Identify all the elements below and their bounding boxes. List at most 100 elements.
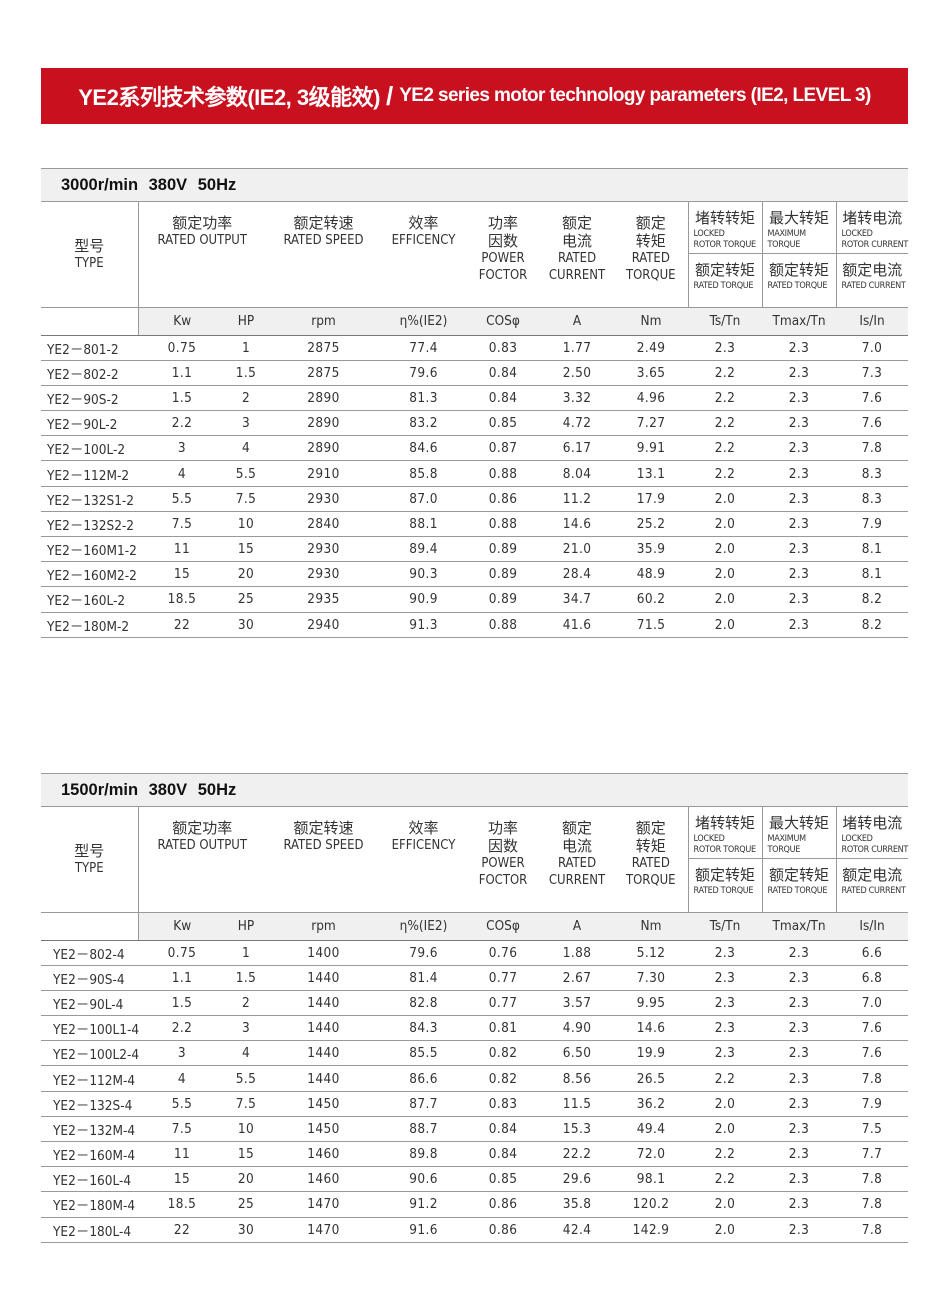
table-row: YE2－112M-2 4 5.5 2910 85.8 0.88 8.04 13.1 2.2 2.3…: [41, 460, 909, 487]
value-cell: 8.2: [836, 612, 909, 638]
value-cell: 28.4: [540, 561, 615, 588]
value-cell: 35.9: [614, 536, 689, 563]
header-text: TYPE: [74, 860, 104, 876]
header-text: 堵转转矩: [695, 814, 756, 832]
value-cell: 1470: [266, 1217, 382, 1243]
header-rated-current: 额定 电流 RATED CURRENT: [540, 202, 614, 307]
header-text: 功率: [488, 819, 519, 837]
header-text: LOCKED: [693, 229, 725, 239]
value-cell: 2.0: [688, 612, 763, 638]
header-text: POWER: [481, 251, 525, 266]
value-cell: 7.5: [138, 1116, 226, 1143]
header-text: MAXIMUM: [767, 834, 807, 844]
header-text: 转矩: [635, 232, 666, 250]
header-text: 额定: [635, 214, 666, 232]
value-cell: 4: [226, 1040, 267, 1067]
units-row: Kw HP rpm η%(IE2) COSφ A Nm Ts/Tn Tmax/T…: [41, 911, 909, 941]
value-cell: 0.89: [466, 561, 541, 588]
value-cell: 18.5: [138, 1191, 226, 1218]
value-cell: 2910: [266, 460, 382, 487]
value-cell: 25: [226, 586, 267, 613]
value-cell: 2.2: [688, 1141, 763, 1168]
value-cell: 2.3: [688, 965, 763, 991]
header-text: RATED OUTPUT: [157, 233, 248, 248]
value-cell: 2.50: [540, 360, 615, 386]
header-text: 电流: [562, 232, 593, 250]
value-cell: 0.84: [466, 360, 541, 386]
unit-cell: Nm: [614, 306, 689, 336]
value-cell: 0.83: [466, 335, 541, 361]
value-cell: 7.27: [614, 410, 689, 437]
value-cell: 90.3: [381, 561, 467, 588]
value-cell: 1440: [266, 965, 382, 991]
value-cell: 89.4: [381, 536, 467, 563]
header-text: RATED CURRENT: [841, 281, 906, 291]
value-cell: 26.5: [614, 1065, 689, 1092]
header-rated-output: 额定功率 RATED OUTPUT: [138, 807, 266, 912]
value-cell: 0.87: [466, 435, 541, 462]
value-cell: 7.7: [836, 1141, 909, 1168]
value-cell: 2.3: [762, 536, 837, 563]
header-text: 额定转矩: [695, 261, 756, 279]
value-cell: 42.4: [540, 1217, 615, 1243]
value-cell: 5.5: [226, 1065, 267, 1092]
value-cell: 1.88: [540, 940, 615, 966]
value-cell: 2.3: [688, 940, 763, 966]
value-cell: 14.6: [540, 511, 615, 538]
value-cell: 1440: [266, 990, 382, 1017]
value-cell: 2875: [266, 360, 382, 386]
model-cell: YE2－180M-4: [41, 1191, 138, 1218]
value-cell: 2.0: [688, 536, 763, 563]
value-cell: 86.6: [381, 1065, 467, 1092]
value-cell: 0.83: [466, 1091, 541, 1117]
value-cell: 0.76: [466, 940, 541, 966]
header-type: 型号 TYPE: [41, 807, 139, 912]
model-cell: YE2－112M-4: [41, 1065, 138, 1092]
header-rated-current: 额定 电流 RATED CURRENT: [540, 807, 614, 912]
value-cell: 11: [138, 1141, 226, 1168]
value-cell: 7.5: [138, 511, 226, 538]
header-text: CURRENT: [548, 268, 606, 283]
value-cell: 11.5: [540, 1091, 615, 1117]
table-title: 1500r/min 380V 50Hz: [41, 773, 908, 807]
value-cell: 2840: [266, 511, 382, 538]
units-blank: [41, 911, 139, 941]
value-cell: 7.8: [836, 1065, 909, 1092]
header-text: RATED TORQUE: [693, 281, 754, 291]
value-cell: 84.3: [381, 1015, 467, 1042]
unit-cell: A: [540, 911, 615, 941]
header-text: 额定功率: [172, 214, 233, 232]
header-text: RATED TORQUE: [693, 886, 754, 896]
model-cell: YE2－90S-2: [41, 385, 138, 412]
units-row: Kw HP rpm η%(IE2) COSφ A Nm Ts/Tn Tmax/T…: [41, 306, 909, 336]
value-cell: 48.9: [614, 561, 689, 588]
model-cell: YE2－160L-4: [41, 1166, 138, 1193]
header-efficiency: 效率 EFFICENCY: [381, 202, 466, 307]
value-cell: 2.0: [688, 586, 763, 613]
table-row: YE2－90L-4 1.5 2 1440 82.8 0.77 3.57 9.95 2.3 2.3 7…: [41, 990, 909, 1017]
model-cell: YE2－90L-2: [41, 410, 138, 437]
value-cell: 87.7: [381, 1091, 467, 1117]
value-cell: 13.1: [614, 460, 689, 487]
header-rated-output: 额定功率 RATED OUTPUT: [138, 202, 266, 307]
value-cell: 7.8: [836, 435, 909, 462]
banner-title-cn: YE2系列技术参数(IE2, 3级能效): [78, 85, 380, 110]
value-cell: 0.81: [466, 1015, 541, 1042]
header-text: RATED TORQUE: [767, 281, 828, 291]
value-cell: 1460: [266, 1141, 382, 1168]
unit-cell: Tmax/Tn: [762, 306, 837, 336]
parameters-table: 型号 TYPE 额定功率 RATED OUTPUT 额定转速 RATED SPEED …: [41, 202, 908, 638]
table-row: YE2－90S-4 1.1 1.5 1440 81.4 0.77 2.67 7.30 2.3 2.…: [41, 965, 909, 991]
value-cell: 5.5: [226, 460, 267, 487]
table-row: YE2－132M-4 7.5 10 1450 88.7 0.84 15.3 49.4 2.0 2.…: [41, 1116, 909, 1143]
model-cell: YE2－160M1-2: [41, 536, 138, 563]
value-cell: 2.3: [762, 1015, 837, 1042]
value-cell: 1450: [266, 1091, 382, 1117]
value-cell: 88.7: [381, 1116, 467, 1143]
value-cell: 1450: [266, 1116, 382, 1143]
model-cell: YE2－90L-4: [41, 990, 138, 1017]
value-cell: 2.3: [762, 1217, 837, 1243]
value-cell: 7.30: [614, 965, 689, 991]
value-cell: 19.9: [614, 1040, 689, 1067]
value-cell: 2.3: [762, 435, 837, 462]
